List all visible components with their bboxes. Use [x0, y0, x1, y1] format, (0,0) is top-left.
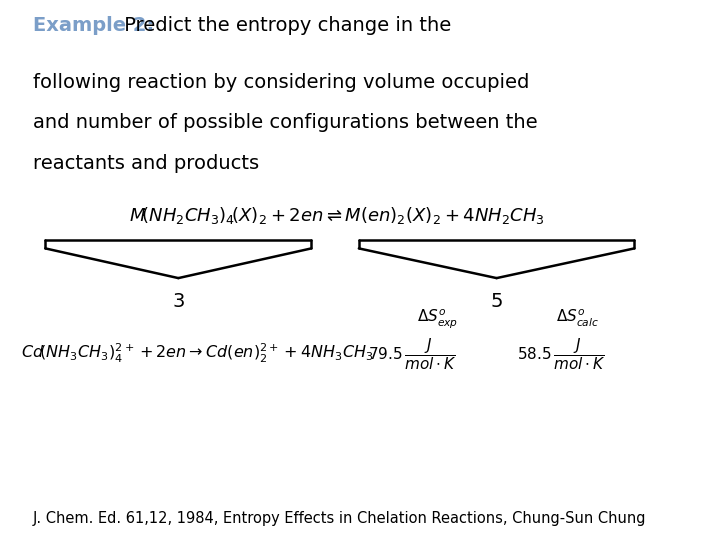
Text: Predict the entropy change in the: Predict the entropy change in the	[118, 16, 451, 35]
Text: J. Chem. Ed. 61,12, 1984, Entropy Effects in Chelation Reactions, Chung-Sun Chun: J. Chem. Ed. 61,12, 1984, Entropy Effect…	[32, 511, 646, 526]
Text: $79.5\,\dfrac{J}{mol \cdot K}$: $79.5\,\dfrac{J}{mol \cdot K}$	[369, 336, 457, 372]
Text: $\Delta S^o_{exp}$: $\Delta S^o_{exp}$	[418, 307, 459, 330]
Text: $Cd\!\left(NH_3CH_3\right)_4^{2+}+2en\rightarrow Cd(en)_2^{2+}+4NH_3CH_3$: $Cd\!\left(NH_3CH_3\right)_4^{2+}+2en\ri…	[21, 342, 374, 365]
Text: 3: 3	[172, 292, 184, 310]
Text: $\Delta S^o_{calc}$: $\Delta S^o_{calc}$	[556, 308, 599, 329]
Text: following reaction by considering volume occupied: following reaction by considering volume…	[32, 73, 529, 92]
Text: $58.5\,\dfrac{J}{mol \cdot K}$: $58.5\,\dfrac{J}{mol \cdot K}$	[517, 336, 606, 372]
Text: 5: 5	[490, 292, 503, 310]
Text: and number of possible configurations between the: and number of possible configurations be…	[32, 113, 537, 132]
Text: $M\!\left(NH_2CH_3\right)_4\!\left(X\right)_2+2en\rightleftharpoons M(en)_2(X)_2: $M\!\left(NH_2CH_3\right)_4\!\left(X\rig…	[129, 206, 544, 226]
Text: Example 2:: Example 2:	[32, 16, 154, 35]
Text: reactants and products: reactants and products	[32, 154, 258, 173]
